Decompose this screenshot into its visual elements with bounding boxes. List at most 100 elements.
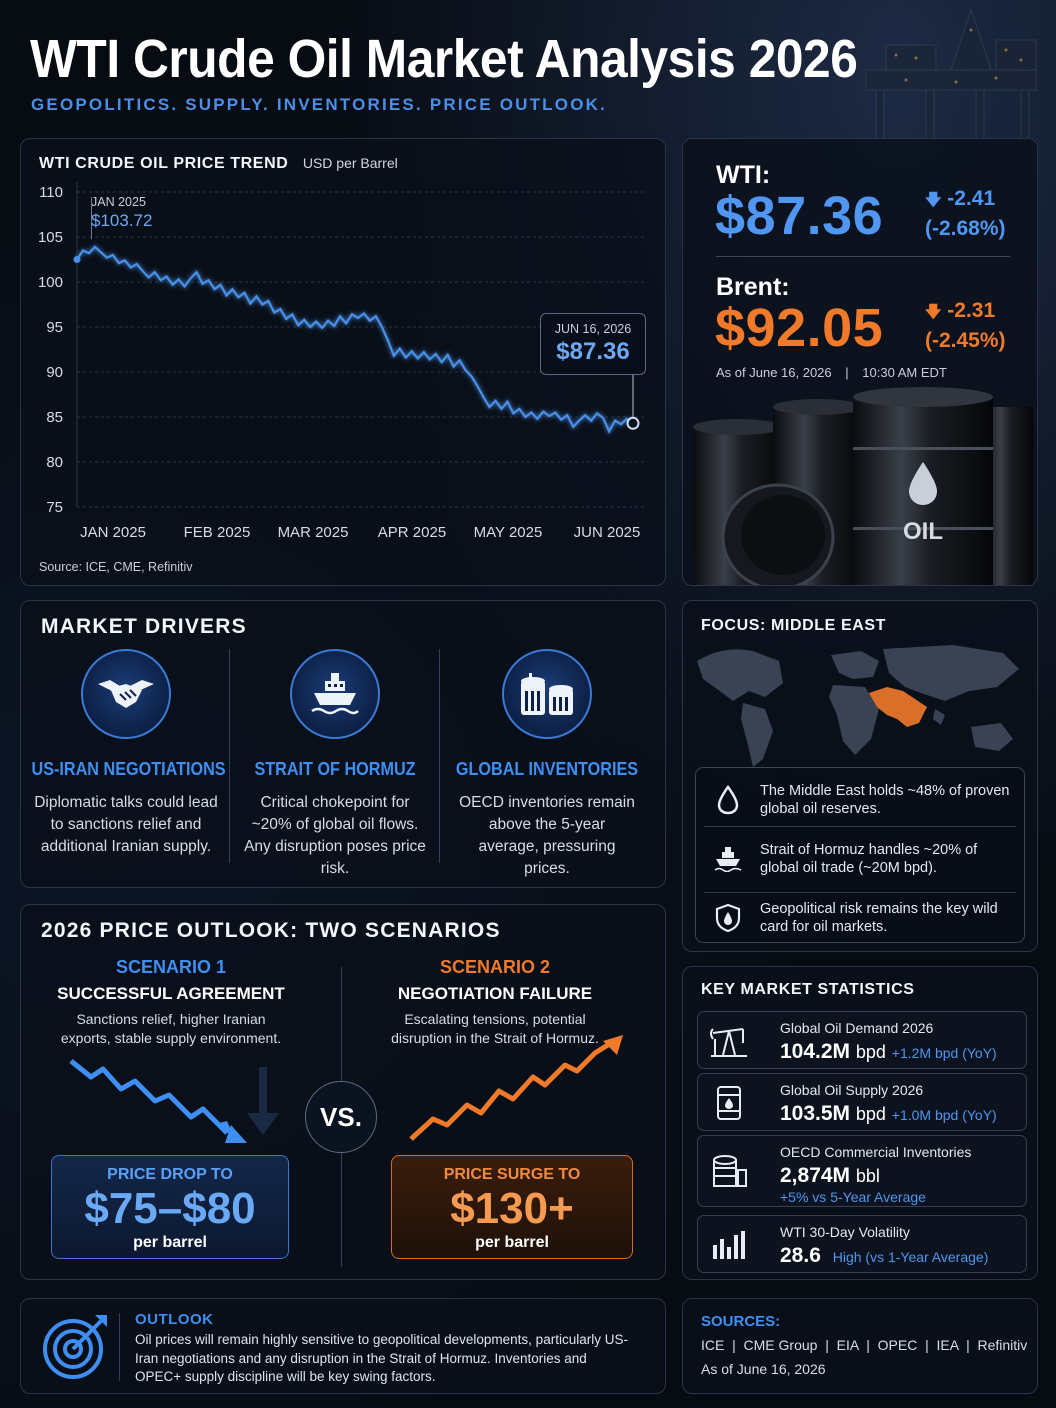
stat-supply-value-row: 103.5M bpd +1.0M bpd (YoY) [780,1102,997,1126]
drivers-title: MARKET DRIVERS [41,615,247,638]
stat-supply: Global Oil Supply 2026 103.5M bpd +1.0M … [697,1073,1027,1131]
wti-price: $87.36 [715,186,884,246]
focus-fact-reserves: The Middle East holds ~48% of proven glo… [704,776,1016,824]
scenario-1-text: Sanctions relief, higher Iranian exports… [60,1011,282,1046]
wti-price-line [76,245,634,434]
scenario-2: SCENARIO 2 NEGOTIATION FAILURE Escalatin… [345,957,645,1048]
bar-chart-icon [708,1226,750,1264]
focus-fact-risk: Geopolitical risk remains the key wild c… [704,896,1016,940]
stat-inventories-value: 2,874M [780,1164,851,1187]
drivers-divider-1 [229,649,230,863]
scenario-divider-top [341,967,342,1081]
driver-inventories-heading: GLOBAL INVENTORIES [455,759,639,779]
as-of-line: As of June 16, 2026 | 10:30 AM EDT [716,365,947,380]
stat-supply-label: Global Oil Supply 2026 [780,1082,924,1098]
vs-badge: VS. [305,1081,377,1153]
wti-change: 🡇 -2.41 (-2.68%) [925,185,1006,243]
end-point-marker[interactable] [626,416,640,430]
end-callout-date: JUN 16, 2026 [554,322,632,336]
driver-inventories: GLOBAL INVENTORIES OECD inventories rema… [442,649,652,880]
market-drivers-panel: MARKET DRIVERS US-IRAN NEGOTIATIONS Dipl… [20,600,666,888]
end-callout: JUN 16, 2026 $87.36 [540,313,646,375]
stat-demand-unit: bpd [855,1042,886,1062]
stat-volatility-value: 28.6 [780,1244,821,1267]
x-tick-label: APR 2025 [378,524,446,541]
brent-change: 🡇 -2.31 (-2.45%) [925,297,1006,355]
start-callout-price: $103.72 [91,211,153,230]
stat-supply-value: 103.5M [780,1102,851,1125]
barrel-icon [708,1084,750,1122]
sources-list: ICE | CME Group | EIA | OPEC | IEA | Ref… [701,1337,1028,1353]
as-of-sep: | [845,365,849,380]
summary-text: Oil prices will remain highly sensitive … [135,1332,628,1384]
scenario-2-name: NEGOTIATION FAILURE [397,984,593,1003]
wti-change-value: -2.41 [947,187,996,210]
as-of-time: 10:30 AM EDT [862,365,947,380]
start-point-marker [73,256,81,263]
stat-inventories: OECD Commercial Inventories 2,874M bbl +… [697,1135,1027,1207]
target-icon [41,1311,111,1386]
price-line-chart: 110 105 100 95 90 85 80 75 JAN 2025 FEB 2025 MAR … [38,182,645,541]
brent-label: Brent: [716,273,790,301]
vs-label: VS. [320,1101,362,1132]
page-title: WTI Crude Oil Market Analysis 2026 [30,29,858,89]
stat-volatility: WTI 30-Day Volatility 28.6 High (vs 1-Ye… [697,1215,1027,1273]
fact-divider-2 [704,892,1016,893]
wti-change-pct: (-2.68%) [925,217,1006,240]
storage-tank-icon [708,1152,750,1190]
stat-demand: Global Oil Demand 2026 104.2M bpd +1.2M … [697,1011,1027,1069]
wti-label: WTI: [716,161,771,189]
scenario-1-box-label: PRICE DROP TO [107,1166,233,1183]
summary-divider [119,1313,120,1381]
page-subtitle: GEOPOLITICS. SUPPLY. INVENTORIES. PRICE … [31,95,608,114]
shield-icon [704,903,752,933]
y-tick-label: 100 [38,274,63,291]
stat-supply-change: +1.0M bpd (YoY) [891,1107,997,1123]
current-prices-panel: WTI: $87.36 🡇 -2.41 (-2.68%) Brent: $92.… [682,138,1038,586]
scenario-1-box-unit: per barrel [133,1234,207,1251]
oil-barrels-illustration: OIL [693,387,1033,585]
driver-us-iran-heading: US-IRAN NEGOTIATIONS [31,759,226,779]
y-tick-label: 105 [38,229,63,246]
brent-change-value: -2.31 [947,299,996,322]
driver-hormuz-heading: STRAIT OF HORMUZ [254,759,416,779]
y-tick-label: 75 [46,499,63,516]
x-tick-label: FEB 2025 [184,524,251,541]
stat-supply-unit: bpd [855,1104,886,1124]
pumpjack-icon [708,1022,750,1060]
middle-east-focus-panel: FOCUS: MIDDLE EAST The Middle East holds… [682,600,1038,952]
stat-volatility-value-row: 28.6 High (vs 1-Year Average) [780,1244,988,1268]
driver-hormuz: STRAIT OF HORMUZ Critical chokepoint for… [230,649,440,880]
y-tick-label: 85 [46,409,63,426]
x-tick-label: JAN 2025 [80,524,146,541]
stat-inventories-value-row: 2,874M bbl [780,1164,880,1188]
handshake-icon [81,649,171,739]
stat-inventories-unit: bbl [855,1166,880,1186]
chart-unit: USD per Barrel [302,155,398,171]
outlook-summary-panel: OUTLOOK Oil prices will remain highly se… [20,1298,666,1394]
y-tick-label: 90 [46,364,63,381]
down-arrow-icon: 🡇 [925,304,942,321]
start-callout: JAN 2025 $103.72 [91,195,152,231]
focus-fact-reserves-text: The Middle East holds ~48% of proven glo… [760,783,1010,817]
focus-fact-hormuz: Strait of Hormuz handles ~20% of global … [704,832,1016,886]
start-callout-leader [91,197,92,239]
storage-tanks-icon [502,649,592,739]
scenario-2-up-arrow [409,1035,623,1141]
scenario-1: SCENARIO 1 SUCCESSFUL AGREEMENT Sanction… [21,957,321,1048]
ship-icon [290,649,380,739]
sources-title: SOURCES: [701,1313,781,1330]
scenario-divider-bottom [341,1153,342,1267]
price-divider [716,256,1010,257]
scenario-2-box-value: $130+ [450,1184,574,1233]
fact-divider-1 [704,826,1016,827]
oil-rig-illustration [865,8,1037,140]
focus-fact-risk-text: Geopolitical risk remains the key wild c… [760,901,998,935]
scenario-2-box-unit: per barrel [475,1234,549,1251]
world-map-illustration [697,645,1019,767]
as-of-date: As of June 16, 2026 [716,365,832,380]
sources-as-of: As of June 16, 2026 [701,1361,826,1377]
stat-inventories-change: +5% vs 5-Year Average [780,1189,926,1205]
x-tick-label: MAR 2025 [278,524,349,541]
brent-change-pct: (-2.45%) [925,329,1006,352]
